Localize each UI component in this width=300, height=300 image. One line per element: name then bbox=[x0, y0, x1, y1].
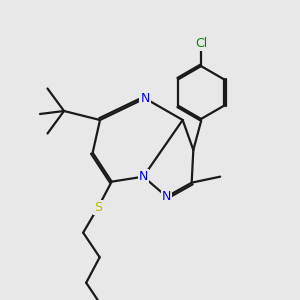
Text: N: N bbox=[162, 190, 171, 203]
Text: N: N bbox=[140, 92, 150, 105]
Text: Cl: Cl bbox=[195, 37, 207, 50]
Text: S: S bbox=[94, 201, 102, 214]
Text: N: N bbox=[139, 170, 148, 183]
